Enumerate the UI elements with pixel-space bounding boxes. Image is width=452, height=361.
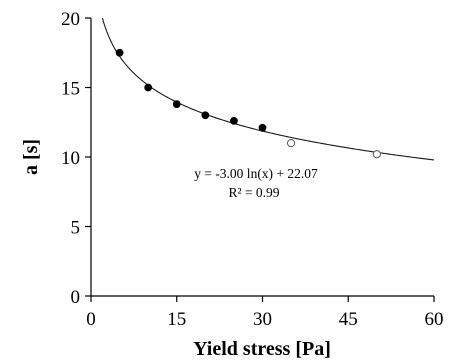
x-axis-title: Yield stress [Pa] xyxy=(193,338,331,360)
fit-curve-layer xyxy=(101,17,435,161)
data-point-filled xyxy=(201,111,210,120)
r-squared-label: R² = 0.99 xyxy=(228,185,279,200)
axes xyxy=(90,18,434,297)
x-tick-label: 30 xyxy=(253,309,272,330)
data-point-open xyxy=(372,150,381,159)
ticks: 0 15 30 45 60 0 5 10 15 20 xyxy=(61,9,444,330)
y-tick-label: 10 xyxy=(61,148,80,169)
fit-equation-label: y = -3.00 ln(x) + 22.07 xyxy=(194,166,318,181)
data-point-filled xyxy=(144,83,153,92)
y-tick-label: 20 xyxy=(61,9,80,30)
data-point-filled xyxy=(115,48,124,57)
data-points xyxy=(115,48,381,159)
data-point-filled xyxy=(172,100,181,109)
x-tick-label: 45 xyxy=(339,309,358,330)
y-tick-label: 15 xyxy=(61,79,80,100)
x-tick-label: 0 xyxy=(86,309,96,330)
x-tick-label: 60 xyxy=(425,309,444,330)
y-tick-label: 0 xyxy=(71,287,81,308)
y-tick-label: 5 xyxy=(71,218,81,239)
fit-curve xyxy=(101,17,435,161)
x-tick-label: 15 xyxy=(167,309,186,330)
data-point-filled xyxy=(258,123,267,132)
data-point-filled xyxy=(230,116,238,125)
data-point-open xyxy=(286,139,296,148)
y-axis-title: a [s] xyxy=(20,139,42,175)
